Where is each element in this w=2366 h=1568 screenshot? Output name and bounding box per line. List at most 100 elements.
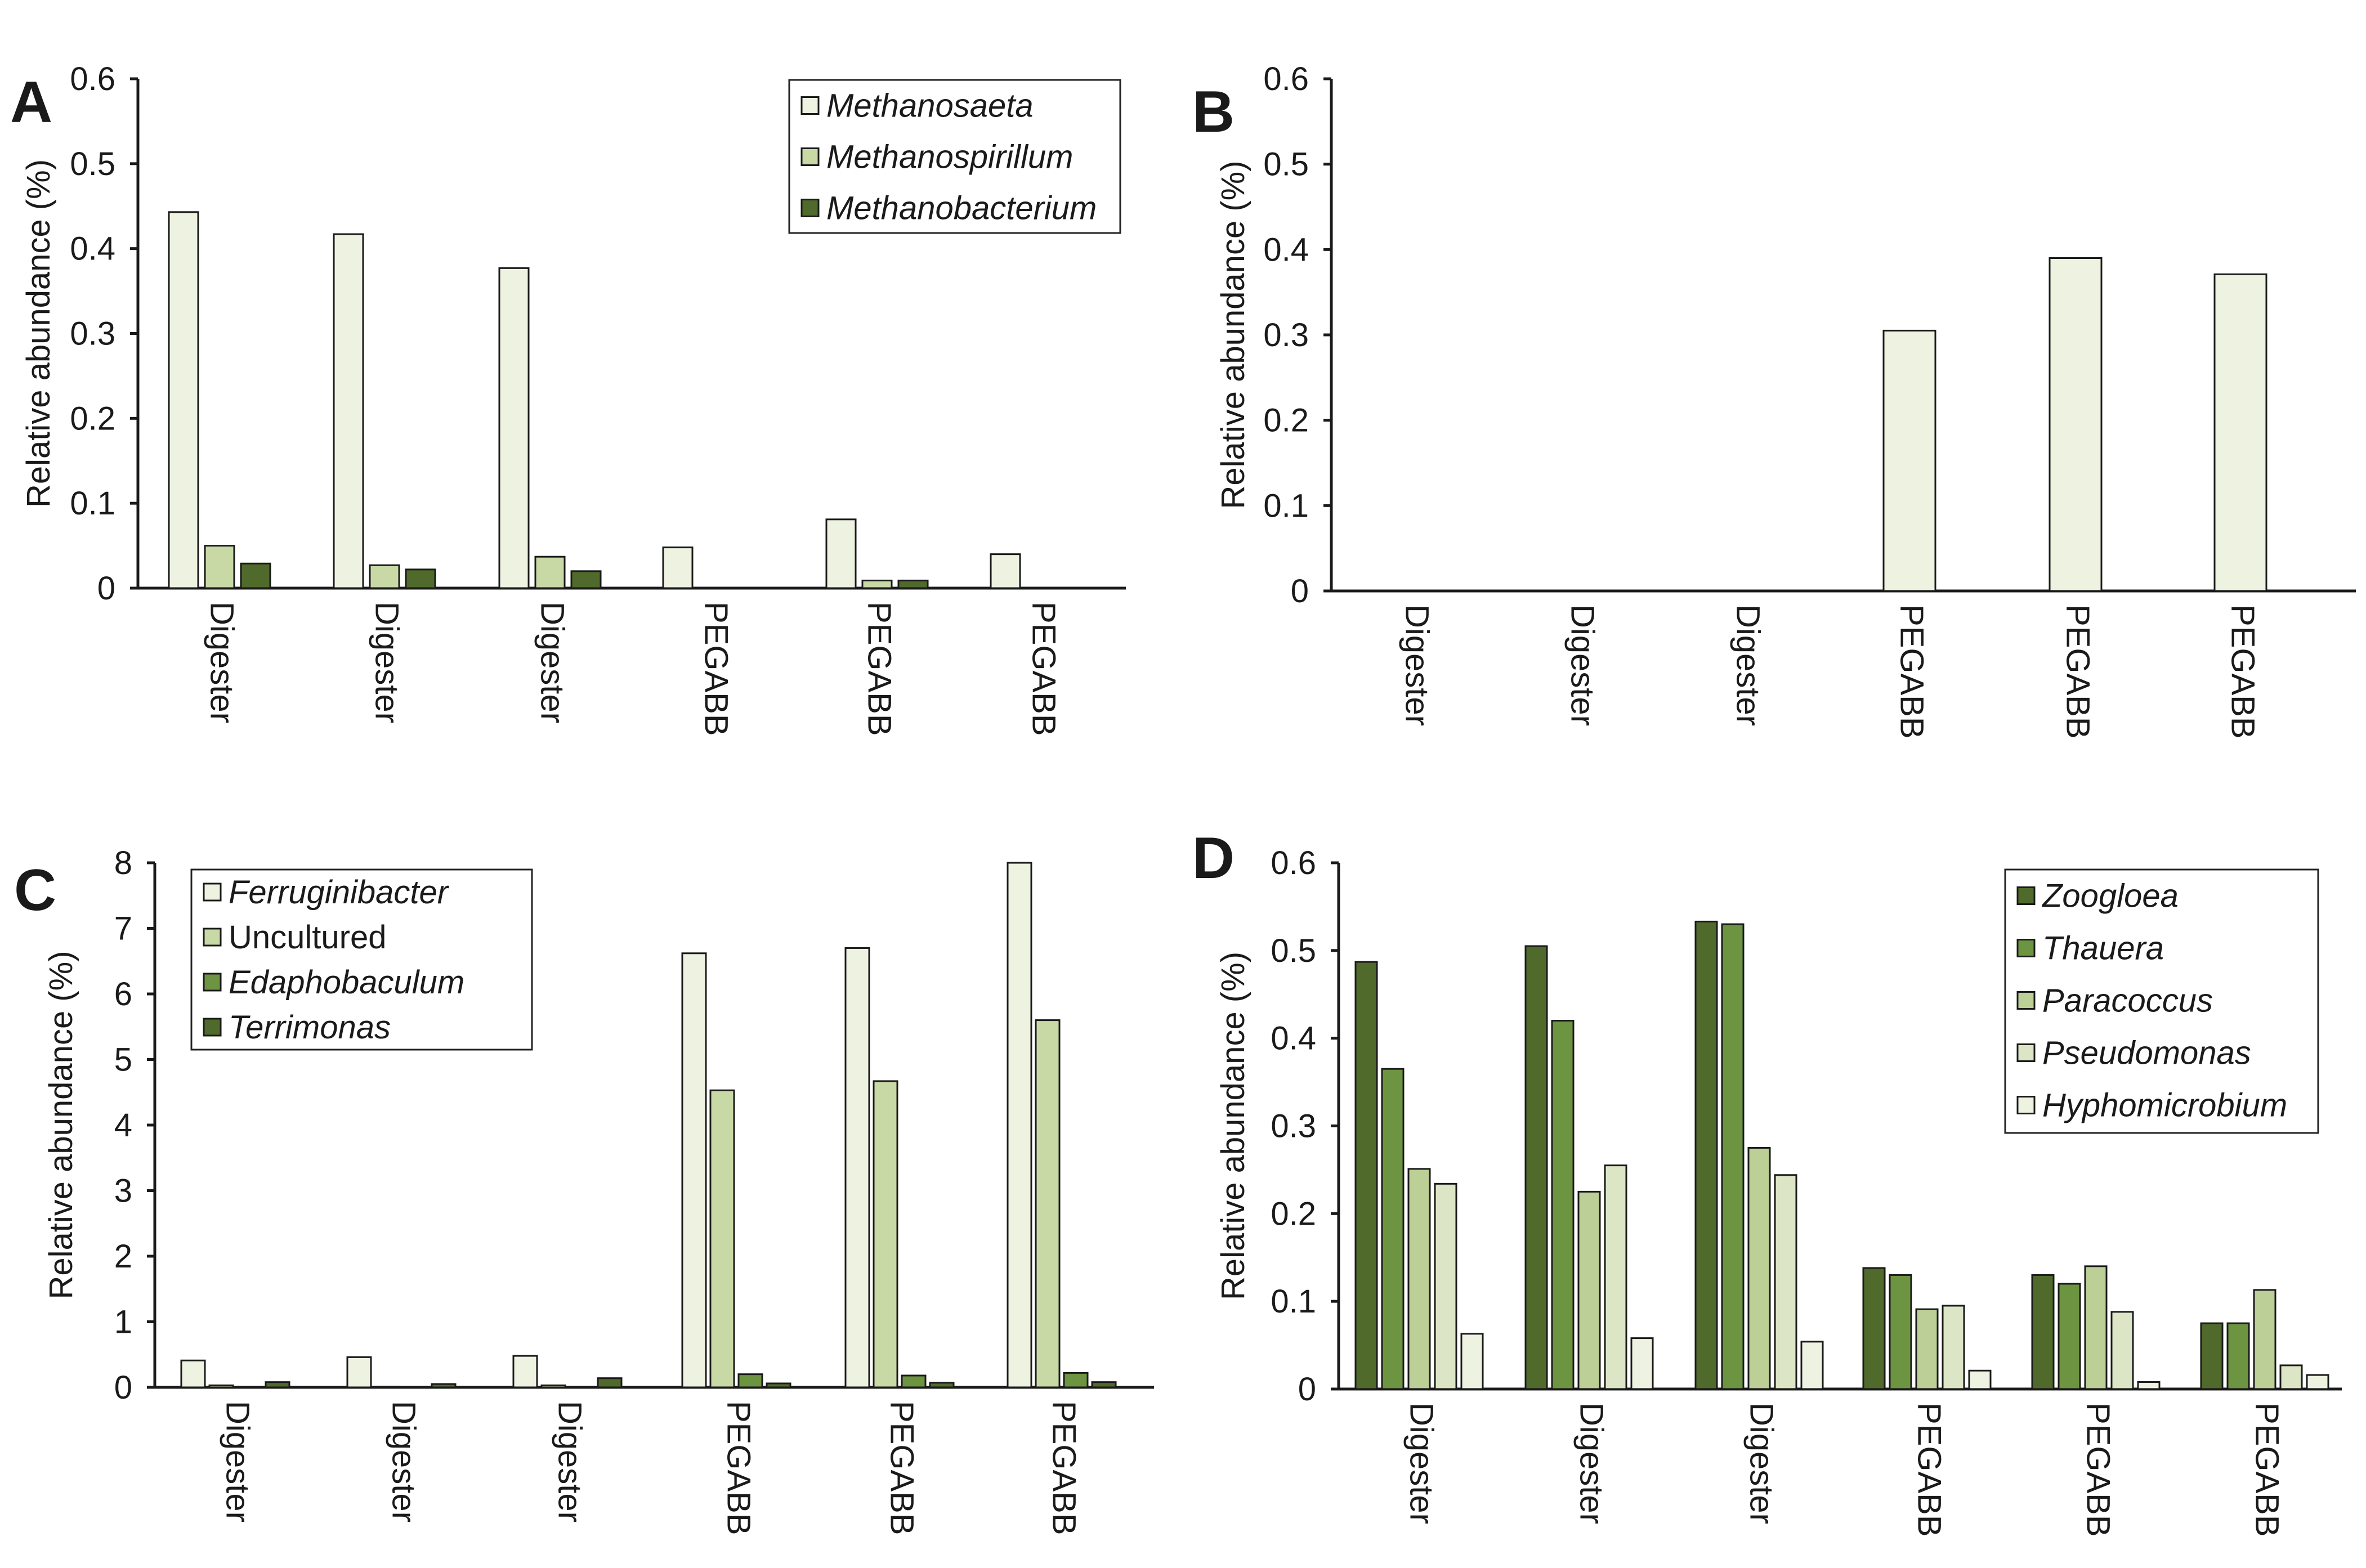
bar-hyphomicrobium-2 bbox=[1630, 1337, 1654, 1390]
legend-label: Thauera bbox=[2042, 930, 2164, 967]
bar-terrimonas-3 bbox=[597, 1377, 623, 1388]
legend-swatch bbox=[2016, 1096, 2036, 1114]
y-tick-label: 0.3 bbox=[70, 316, 115, 352]
y-tick-label: 0.6 bbox=[1263, 61, 1309, 97]
bar-methanospirillum-2 bbox=[369, 564, 400, 589]
bar-paracoccus-1 bbox=[1407, 1168, 1431, 1390]
panel-letter: C bbox=[14, 858, 56, 923]
legend-label: Methanospirillum bbox=[826, 139, 1073, 176]
bar-uncultured-5 bbox=[873, 1080, 898, 1388]
x-category-label: PEGABB bbox=[2249, 1403, 2286, 1537]
legend-swatch bbox=[2016, 939, 2036, 957]
bar-uncultured-4 bbox=[709, 1089, 735, 1388]
y-tick-label: 4 bbox=[114, 1107, 132, 1144]
bar-ferruginibacter-1 bbox=[180, 1359, 206, 1388]
bar-paracoccus-5 bbox=[2084, 1265, 2108, 1390]
bar-uncultured-1 bbox=[208, 1385, 234, 1388]
legend-swatch bbox=[203, 882, 222, 902]
legend-label: Ferruginibacter bbox=[229, 874, 450, 911]
x-category-label: Digester bbox=[1730, 604, 1766, 726]
bar-methanobacterium-1 bbox=[240, 562, 271, 589]
y-tick-label: 0 bbox=[114, 1369, 132, 1406]
legend: Ferruginibacter Uncultured Edaphobaculum Te… bbox=[190, 868, 533, 1051]
bar-hyphomicrobium-4 bbox=[1968, 1369, 1992, 1390]
bar-hyphomicrobium-3 bbox=[1800, 1341, 1824, 1390]
x-category-label: Digester bbox=[220, 1401, 256, 1522]
bar-terrimonas-2 bbox=[431, 1383, 457, 1388]
x-category-label: Digester bbox=[552, 1401, 588, 1522]
y-tick-label: 0.4 bbox=[1263, 231, 1309, 268]
bar-pseudomonas-5 bbox=[2110, 1311, 2134, 1390]
legend: Zoogloea Thauera Paracoccus Pseudomonas Hyph… bbox=[2004, 868, 2319, 1134]
x-category-label: PEGABB bbox=[698, 602, 735, 736]
legend-swatch bbox=[203, 1018, 222, 1037]
x-category-label: PEGABB bbox=[884, 1401, 920, 1535]
bar-pseudomonas-3 bbox=[1774, 1174, 1797, 1390]
y-tick-label: 1 bbox=[114, 1304, 132, 1341]
y-tick-label: 0 bbox=[1291, 573, 1309, 610]
legend-label: Edaphobaculum bbox=[229, 964, 464, 1001]
bar-zoogloea-4 bbox=[1862, 1267, 1886, 1390]
legend-label: Hyphomicrobium bbox=[2042, 1087, 2287, 1124]
panel-D: D 0 0.1 0.2 0.3 0.4 0.5 0.6 Relative abundance (… bbox=[1192, 826, 2342, 1537]
x-category-label: Digester bbox=[386, 1401, 422, 1522]
y-tick-label: 0.1 bbox=[1263, 487, 1309, 524]
bar-terrimonas-6 bbox=[1091, 1381, 1117, 1388]
bar-methanospirillum-1 bbox=[204, 545, 235, 589]
bar-zoogloea-1 bbox=[1354, 961, 1378, 1390]
y-tick-label: 0.1 bbox=[70, 485, 115, 522]
y-tick-label: 0.4 bbox=[1271, 1020, 1316, 1057]
bar-ferruginibacter-2 bbox=[346, 1356, 372, 1388]
bar-pseudomonas-1 bbox=[1434, 1182, 1457, 1390]
bar-thauera-6 bbox=[2226, 1322, 2250, 1390]
bar-methanosaeta-5 bbox=[825, 518, 857, 589]
legend-label: Paracoccus bbox=[2042, 983, 2213, 1019]
bar-edaphobaculum-5 bbox=[901, 1374, 927, 1388]
y-tick-label: 2 bbox=[114, 1238, 132, 1275]
bar-methanosaeta-1 bbox=[168, 211, 199, 589]
bar-zoogloea-2 bbox=[1524, 945, 1548, 1390]
y-tick-label: 0 bbox=[1298, 1371, 1316, 1408]
bar-zoogloea-6 bbox=[2200, 1322, 2224, 1390]
bar-value-6 bbox=[2213, 273, 2267, 592]
legend-swatch bbox=[800, 96, 820, 115]
bar-edaphobaculum-6 bbox=[1063, 1372, 1089, 1388]
x-category-label: PEGABB bbox=[1911, 1403, 1948, 1537]
y-axis-label: Relative abundance (%) bbox=[20, 159, 57, 508]
bar-paracoccus-3 bbox=[1747, 1146, 1771, 1390]
x-category-label: Digester bbox=[204, 602, 240, 723]
x-category-label: PEGABB bbox=[721, 1401, 757, 1535]
bar-terrimonas-5 bbox=[929, 1382, 955, 1388]
panel-A: A 0 0.1 0.2 0.3 0.4 0.5 0.6 Relative abundance (… bbox=[10, 61, 1126, 736]
y-tick-label: 0.3 bbox=[1263, 317, 1309, 353]
bar-methanosaeta-4 bbox=[662, 546, 694, 589]
bar-thauera-3 bbox=[1721, 923, 1745, 1390]
bar-thauera-2 bbox=[1551, 1020, 1575, 1390]
panel-letter: B bbox=[1192, 79, 1235, 145]
legend-swatch bbox=[2016, 886, 2036, 905]
y-tick-label: 0.3 bbox=[1271, 1108, 1316, 1145]
x-category-label: Digester bbox=[1573, 1403, 1610, 1524]
legend: Methanosaeta Methanospirillum Methanobacte… bbox=[788, 79, 1121, 234]
legend-label: Uncultured bbox=[229, 919, 386, 956]
legend-frame bbox=[788, 79, 1121, 234]
bar-methanospirillum-5 bbox=[861, 579, 893, 589]
bar-zoogloea-3 bbox=[1694, 920, 1718, 1390]
y-tick-label: 8 bbox=[114, 845, 132, 881]
bar-thauera-5 bbox=[2058, 1283, 2081, 1390]
bar-paracoccus-6 bbox=[2253, 1289, 2276, 1390]
y-tick-label: 0.4 bbox=[70, 231, 115, 267]
bar-value-4 bbox=[1882, 329, 1936, 592]
bar-paracoccus-2 bbox=[1577, 1190, 1601, 1390]
bar-ferruginibacter-3 bbox=[512, 1355, 538, 1388]
bar-ferruginibacter-5 bbox=[844, 947, 870, 1388]
y-tick-label: 0 bbox=[97, 570, 115, 607]
y-axis-label: Relative abundance (%) bbox=[1215, 160, 1251, 509]
bar-edaphobaculum-4 bbox=[737, 1373, 763, 1388]
y-tick-label: 0.2 bbox=[1263, 402, 1309, 439]
legend-swatch bbox=[203, 973, 222, 992]
legend-label: Pseudomonas bbox=[2042, 1035, 2251, 1072]
bar-pseudomonas-6 bbox=[2279, 1364, 2303, 1390]
